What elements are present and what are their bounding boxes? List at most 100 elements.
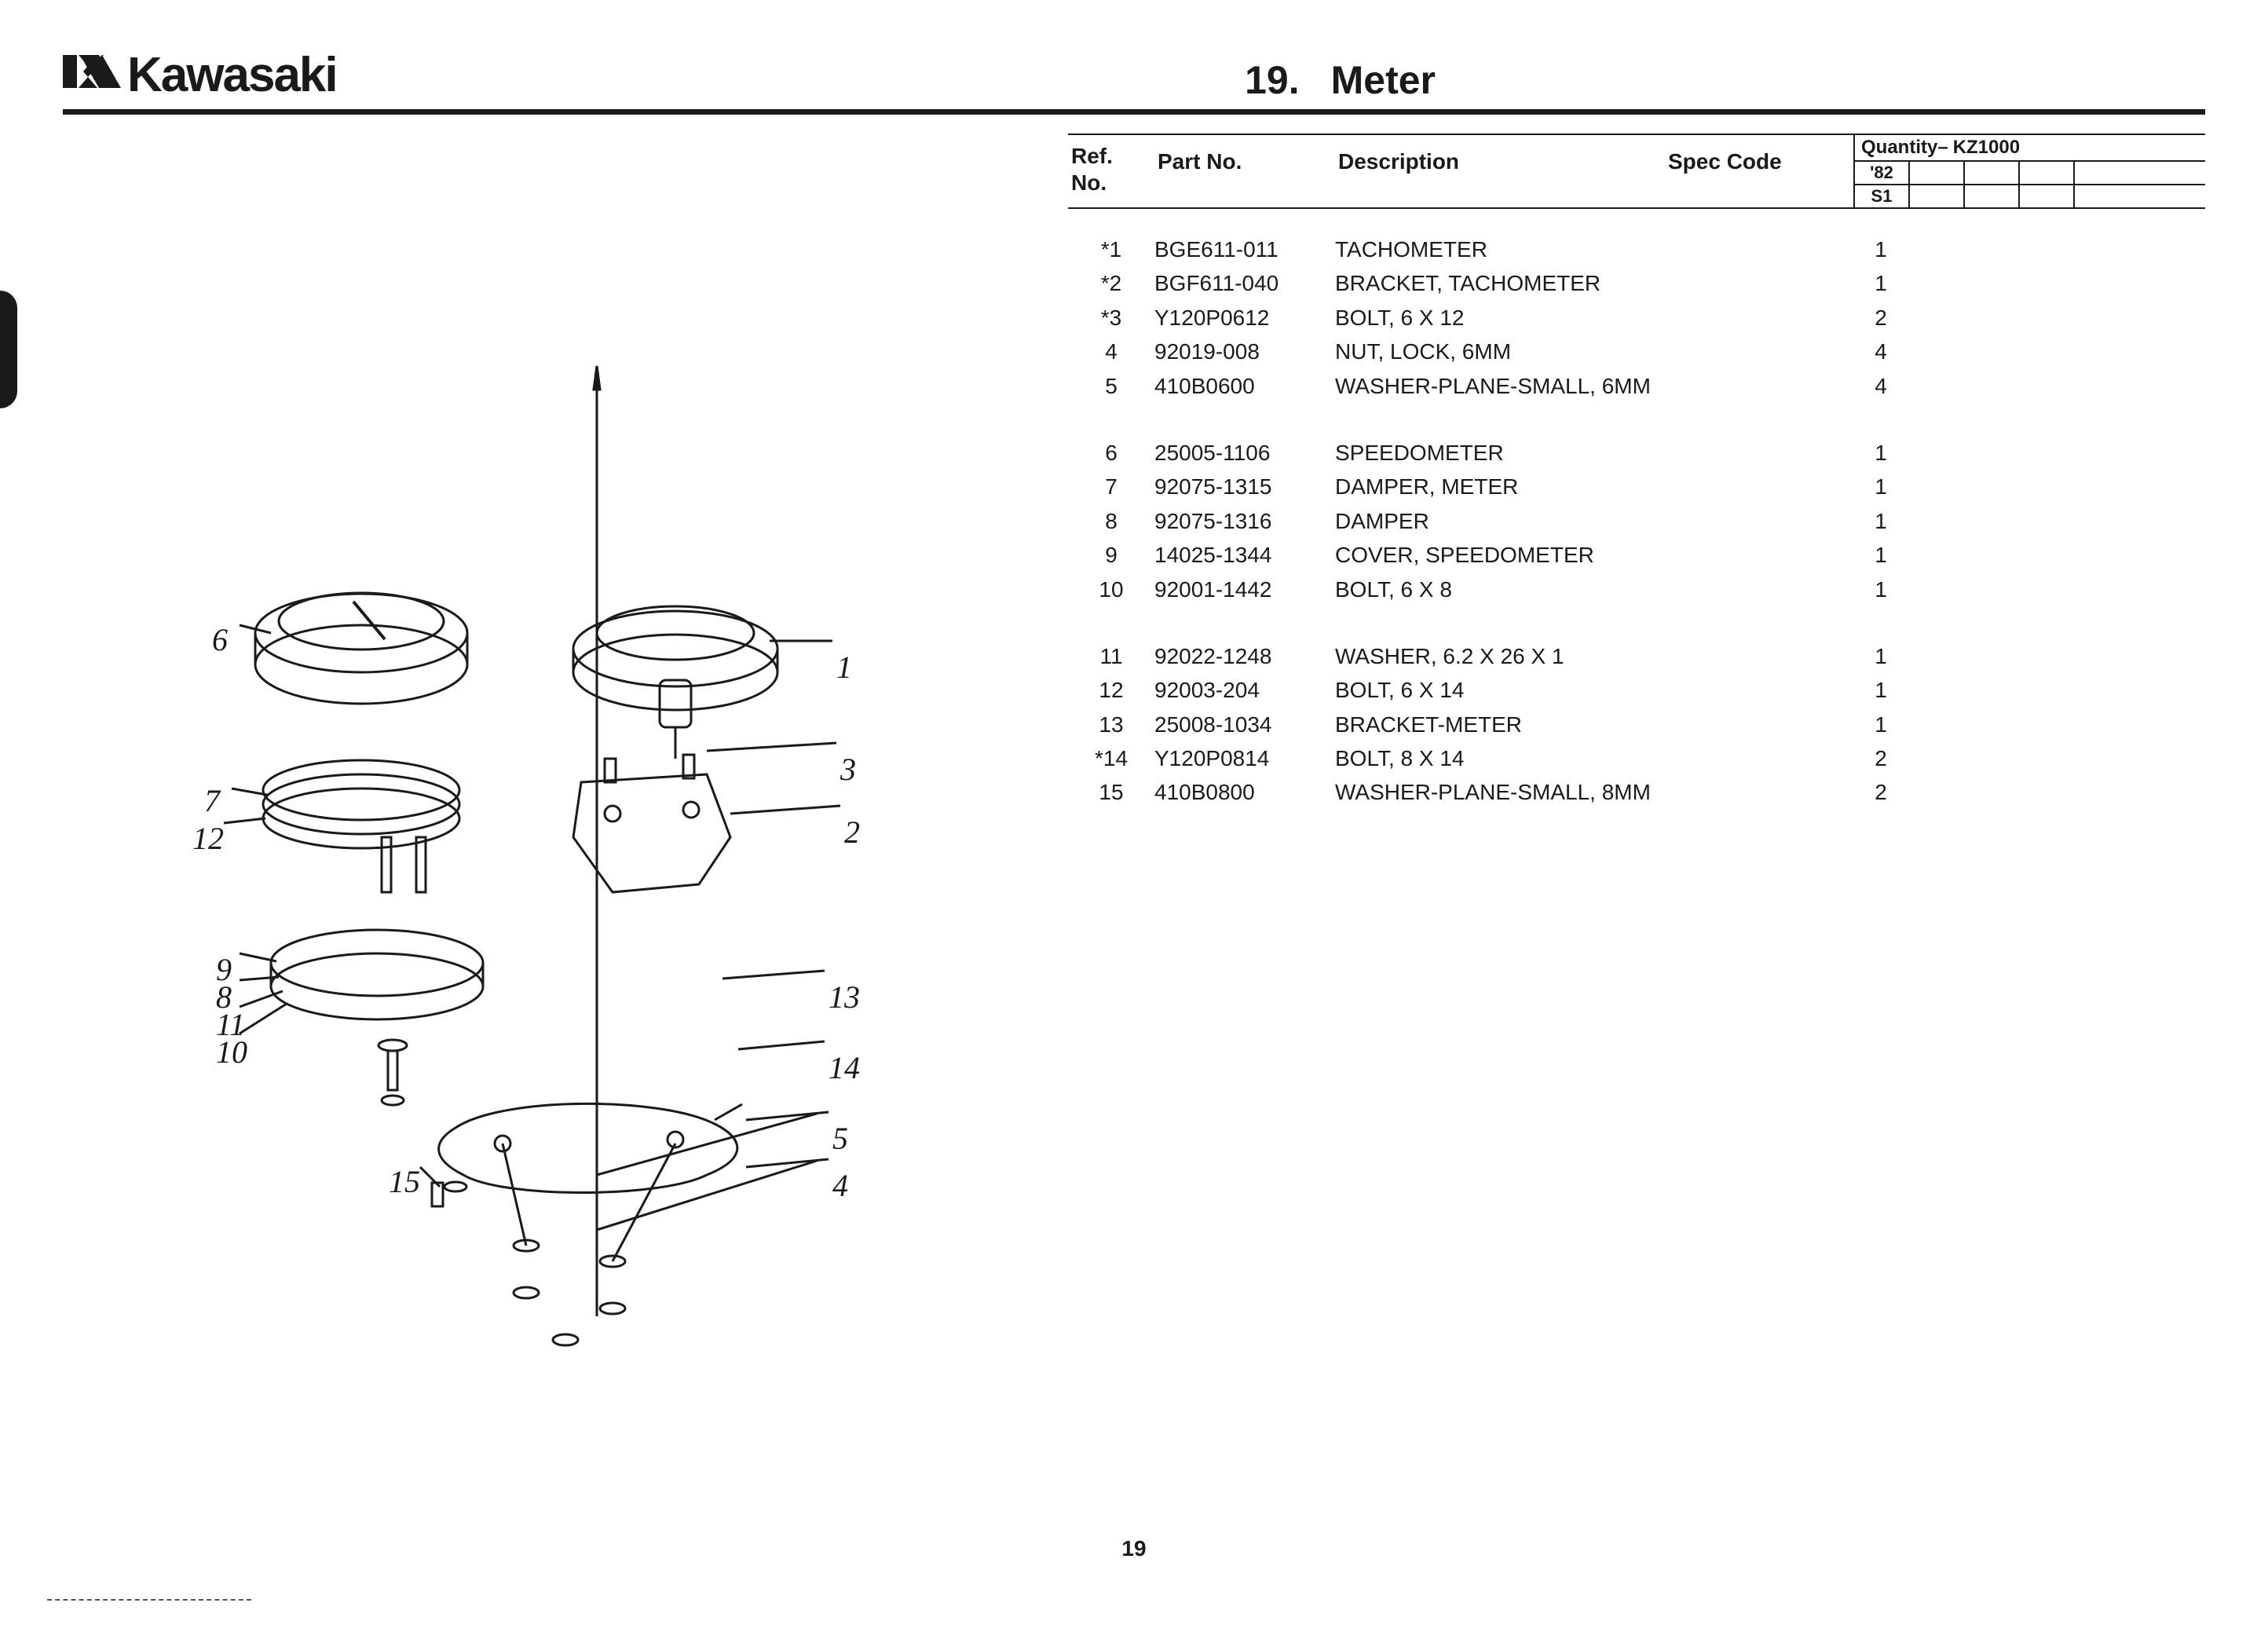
qty-label: Quantity–: [1861, 137, 1948, 159]
table-row: 792075-1315DAMPER, METER1: [1068, 470, 2205, 503]
cell-spec: [1665, 741, 1853, 775]
col-qty: Quantity– KZ1000 '82 S1: [1853, 135, 2205, 207]
cell-spec: [1665, 335, 1853, 368]
cell-ref: 9: [1068, 538, 1154, 572]
cell-part: 92019-008: [1154, 335, 1335, 368]
cell-ref: 10: [1068, 573, 1154, 606]
cell-qty: 2: [1853, 301, 1908, 335]
cell-desc: BOLT, 6 X 12: [1335, 301, 1665, 335]
cell-desc: WASHER-PLANE-SMALL, 8MM: [1335, 775, 1665, 809]
table-header: Ref. No. Part No. Description Spec Code …: [1068, 134, 2205, 209]
cell-part: 410B0600: [1154, 369, 1335, 403]
cell-part: 410B0800: [1154, 775, 1335, 809]
diagram-callout: 15: [389, 1163, 420, 1200]
cell-spec: [1665, 232, 1853, 266]
cell-part: 25008-1034: [1154, 708, 1335, 741]
diagram-callout: 13: [829, 979, 860, 1015]
table-row: 892075-1316DAMPER1: [1068, 504, 2205, 538]
cell-desc: SPEEDOMETER: [1335, 436, 1665, 470]
table-row: 492019-008NUT, LOCK, 6MM4: [1068, 335, 2205, 368]
section-name: Meter: [1331, 57, 1436, 103]
cell-ref: *14: [1068, 741, 1154, 775]
cell-qty: 1: [1853, 266, 1908, 300]
table-row: 5410B0600WASHER-PLANE-SMALL, 6MM4: [1068, 369, 2205, 403]
cell-spec: [1665, 266, 1853, 300]
diagram-callout: 12: [192, 820, 224, 857]
col-part: Part No.: [1154, 135, 1335, 207]
cell-part: BGF611-040: [1154, 266, 1335, 300]
cell-ref: *1: [1068, 232, 1154, 266]
cell-ref: 5: [1068, 369, 1154, 403]
cell-spec: [1665, 775, 1853, 809]
qty-variant: S1: [1855, 185, 1908, 207]
page-header: Kawasaki 19. Meter: [63, 47, 2205, 115]
cell-spec: [1665, 708, 1853, 741]
cell-ref: 12: [1068, 673, 1154, 707]
cell-desc: BOLT, 6 X 8: [1335, 573, 1665, 606]
cell-desc: WASHER, 6.2 X 26 X 1: [1335, 639, 1665, 673]
cell-desc: BOLT, 8 X 14: [1335, 741, 1665, 775]
col-ref: Ref. No.: [1068, 135, 1154, 207]
kawasaki-logo-icon: [63, 47, 123, 103]
cell-qty: 1: [1853, 573, 1908, 606]
table-row: *2BGF611-040BRACKET, TACHOMETER1: [1068, 266, 2205, 300]
section-number: 19.: [1245, 57, 1300, 103]
cell-part: Y120P0814: [1154, 741, 1335, 775]
cell-desc: TACHOMETER: [1335, 232, 1665, 266]
cell-spec: [1665, 504, 1853, 538]
qty-year: '82: [1855, 162, 1908, 185]
cell-desc: COVER, SPEEDOMETER: [1335, 538, 1665, 572]
diagram-callout: 2: [844, 814, 860, 851]
col-desc: Description: [1335, 135, 1665, 207]
section-title: 19. Meter: [1245, 57, 1436, 103]
scan-artifact-line: [47, 1599, 251, 1601]
table-row: 1092001-1442BOLT, 6 X 8 1: [1068, 573, 2205, 606]
table-row: *3Y120P0612BOLT, 6 X 12 2: [1068, 301, 2205, 335]
cell-part: 25005-1106: [1154, 436, 1335, 470]
table-row: *14Y120P0814BOLT, 8 X 14 2: [1068, 741, 2205, 775]
scan-artifact-edge: [0, 291, 17, 408]
cell-ref: 8: [1068, 504, 1154, 538]
cell-ref: 11: [1068, 639, 1154, 673]
cell-spec: [1665, 470, 1853, 503]
cell-part: 92075-1316: [1154, 504, 1335, 538]
brand-logo-text: Kawasaki: [63, 47, 337, 103]
cell-part: 92001-1442: [1154, 573, 1335, 606]
cell-ref: 7: [1068, 470, 1154, 503]
table-row: 1292003-204BOLT, 6 X 141: [1068, 673, 2205, 707]
page-number: 19: [1121, 1536, 1146, 1561]
cell-qty: 1: [1853, 673, 1908, 707]
brand-name: Kawasaki: [127, 47, 337, 103]
cell-qty: 1: [1853, 538, 1908, 572]
cell-qty: 1: [1853, 708, 1908, 741]
cell-ref: 4: [1068, 335, 1154, 368]
cell-part: 14025-1344: [1154, 538, 1335, 572]
cell-spec: [1665, 573, 1853, 606]
table-row: *1BGE611-011TACHOMETER1: [1068, 232, 2205, 266]
cell-spec: [1665, 436, 1853, 470]
cell-desc: NUT, LOCK, 6MM: [1335, 335, 1665, 368]
cell-spec: [1665, 538, 1853, 572]
parts-table: Ref. No. Part No. Description Spec Code …: [1068, 130, 2205, 1469]
cell-desc: BRACKET, TACHOMETER: [1335, 266, 1665, 300]
exploded-diagram: 671298111015132131454: [63, 130, 1021, 1469]
cell-part: 92075-1315: [1154, 470, 1335, 503]
diagram-callout: 4: [832, 1167, 848, 1204]
cell-ref: *3: [1068, 301, 1154, 335]
cell-desc: DAMPER: [1335, 504, 1665, 538]
cell-part: Y120P0612: [1154, 301, 1335, 335]
qty-header: Quantity– KZ1000: [1855, 135, 2205, 162]
diagram-callout: 14: [829, 1049, 860, 1086]
qty-model: KZ1000: [1953, 137, 2020, 159]
diagram-callout: 6: [212, 621, 228, 658]
diagram-callout: 5: [832, 1120, 848, 1157]
cell-ref: 13: [1068, 708, 1154, 741]
cell-spec: [1665, 639, 1853, 673]
content-row: 671298111015132131454 Ref. No. Part No. …: [63, 130, 2205, 1469]
cell-qty: 2: [1853, 741, 1908, 775]
cell-qty: 2: [1853, 775, 1908, 809]
table-row: 1325008-1034BRACKET-METER1: [1068, 708, 2205, 741]
col-spec: Spec Code: [1665, 135, 1853, 207]
cell-qty: 1: [1853, 639, 1908, 673]
cell-qty: 4: [1853, 369, 1908, 403]
